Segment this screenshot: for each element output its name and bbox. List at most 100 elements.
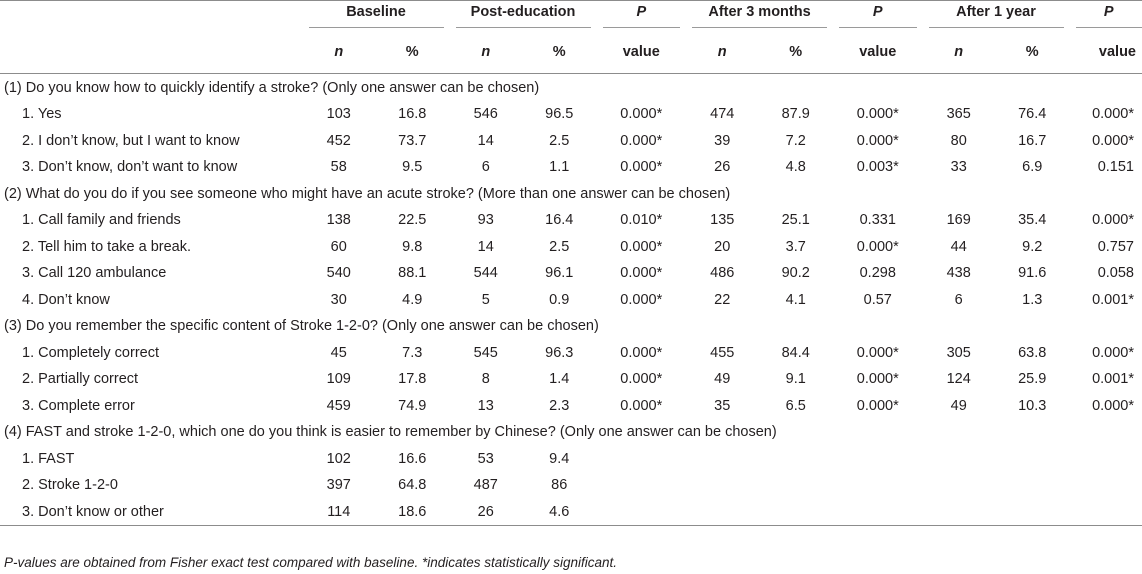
cell-b-p: 16.6	[398, 451, 427, 468]
cell-y1-n: 124	[946, 371, 971, 388]
cell-pe-pv: 0.000*	[620, 344, 663, 361]
cell-m3-n: 39	[714, 132, 731, 149]
cell-pe-p: 9.4	[549, 451, 570, 468]
cell-y1-n: 169	[946, 212, 971, 229]
row-label: 4. Don’t know	[22, 291, 110, 308]
cell-pe-pv: 0.000*	[620, 397, 663, 414]
cell-pe-pv	[597, 446, 686, 472]
row-label: 2. Tell him to take a break.	[22, 238, 191, 255]
header-pct: %	[521, 31, 597, 74]
cell-b-p: 16.8	[398, 106, 427, 123]
cell-b-n: 45	[330, 344, 347, 361]
cell-m3-p	[758, 446, 833, 472]
cell-m3-pv: 0.000*	[856, 397, 899, 414]
cell-pe-pv: 0.000*	[620, 238, 663, 255]
table-row: 3. Don’t know or other 114 18.6 26 4.6	[0, 498, 1142, 527]
section-heading-row: (3) Do you remember the specific content…	[0, 313, 1142, 340]
cell-pe-n: 544	[473, 265, 498, 282]
cell-y1-n: 49	[950, 397, 967, 414]
table-row: 1. Yes 103 16.8 546 96.5 0.000* 474 87.9 0.000* 3…	[0, 101, 1142, 127]
cell-pe-pv: 0.000*	[620, 132, 663, 149]
row-label: 2. Partially correct	[22, 371, 139, 388]
row-label: 1. Completely correct	[22, 344, 159, 361]
cell-y1-p: 25.9	[1018, 371, 1047, 388]
header-n: n	[449, 31, 522, 74]
cell-m3-pv: 0.000*	[856, 371, 899, 388]
header-pct: %	[374, 31, 450, 74]
section-heading-row: (4) FAST and stroke 1-2-0, which one do …	[0, 419, 1142, 446]
row-label: 3. Don’t know or other	[0, 498, 303, 527]
cell-m3-pv: 0.003*	[856, 158, 899, 175]
cell-y1-pv: 0.001*	[1092, 291, 1134, 308]
cell-m3-p: 4.8	[785, 158, 806, 175]
table-row: 3. Complete error 459 74.9 13 2.3 0.000* 35 6.5…	[0, 393, 1142, 419]
header-p-3: P	[1075, 4, 1142, 28]
cell-m3-pv: 0.000*	[856, 238, 899, 255]
cell-b-n: 114	[302, 498, 375, 527]
cell-y1-p	[994, 498, 1070, 527]
cell-b-n: 103	[326, 106, 351, 123]
cell-y1-pv	[1070, 446, 1142, 472]
cell-pe-p: 86	[551, 477, 568, 494]
cell-m3-n	[686, 472, 758, 498]
cell-pe-n: 5	[481, 291, 490, 308]
cell-y1-n	[923, 446, 995, 472]
header-n: n	[302, 31, 375, 74]
section-title: (3) Do you remember the specific content…	[4, 318, 599, 335]
cell-pe-n: 545	[473, 344, 498, 361]
cell-m3-pv	[833, 498, 923, 527]
row-label: 2. I don’t know, but I want to know	[22, 132, 240, 149]
cell-b-p: 73.7	[398, 132, 427, 149]
cell-pe-n: 26	[449, 498, 522, 527]
cell-y1-n: 6	[954, 291, 963, 308]
cell-y1-p: 1.3	[1022, 291, 1043, 308]
cell-b-p: 22.5	[398, 212, 427, 229]
cell-pe-pv	[596, 498, 687, 527]
row-label: 3. Complete error	[22, 397, 135, 414]
cell-m3-n	[686, 446, 758, 472]
cell-b-n: 397	[326, 477, 351, 494]
cell-y1-p	[995, 472, 1070, 498]
cell-b-n: 459	[326, 397, 351, 414]
header-n: n	[922, 31, 995, 74]
cell-m3-n	[686, 498, 759, 527]
cell-y1-pv: 0.000*	[1092, 212, 1134, 229]
cell-m3-p: 9.1	[785, 371, 806, 388]
cell-pe-p: 1.4	[549, 371, 570, 388]
cell-pe-n: 8	[481, 371, 490, 388]
cell-pe-pv	[597, 472, 686, 498]
cell-m3-pv: 0.000*	[856, 344, 899, 361]
cell-y1-n: 44	[950, 238, 967, 255]
cell-pe-n: 13	[477, 397, 494, 414]
cell-b-n: 452	[326, 132, 351, 149]
cell-y1-p	[995, 446, 1070, 472]
cell-pe-p: 0.9	[549, 291, 570, 308]
table-row: 3. Call 120 ambulance 540 88.1 544 96.1 0.000…	[0, 260, 1142, 286]
cell-b-p: 7.3	[402, 344, 423, 361]
cell-b-n: 102	[326, 451, 351, 468]
cell-pe-n: 487	[473, 477, 498, 494]
cell-y1-n	[923, 472, 995, 498]
cell-m3-p: 6.5	[785, 397, 806, 414]
row-label: 1. Call family and friends	[22, 212, 181, 229]
table-row: 1. FAST 102 16.6 53 9.4	[0, 446, 1142, 472]
cell-m3-n: 486	[710, 265, 735, 282]
header-value: value	[833, 31, 923, 74]
cell-pe-n: 6	[481, 158, 490, 175]
cell-pe-n: 14	[477, 132, 494, 149]
cell-b-p: 9.5	[402, 158, 423, 175]
cell-pe-pv: 0.000*	[620, 265, 663, 282]
header-post-education: Post-education	[455, 4, 591, 28]
cell-b-p: 9.8	[402, 238, 423, 255]
section-title: (4) FAST and stroke 1-2-0, which one do …	[4, 424, 777, 441]
cell-m3-pv: 0.000*	[856, 132, 899, 149]
cell-m3-n: 474	[710, 106, 735, 123]
section-heading-row: (2) What do you do if you see someone wh…	[0, 180, 1142, 207]
cell-pe-n: 14	[477, 238, 494, 255]
cell-y1-p: 10.3	[1018, 397, 1047, 414]
cell-pe-p: 96.3	[545, 344, 574, 361]
cell-b-p: 74.9	[398, 397, 427, 414]
cell-y1-n: 80	[950, 132, 967, 149]
cell-y1-p: 9.2	[1022, 238, 1043, 255]
cell-pe-n: 53	[477, 451, 494, 468]
